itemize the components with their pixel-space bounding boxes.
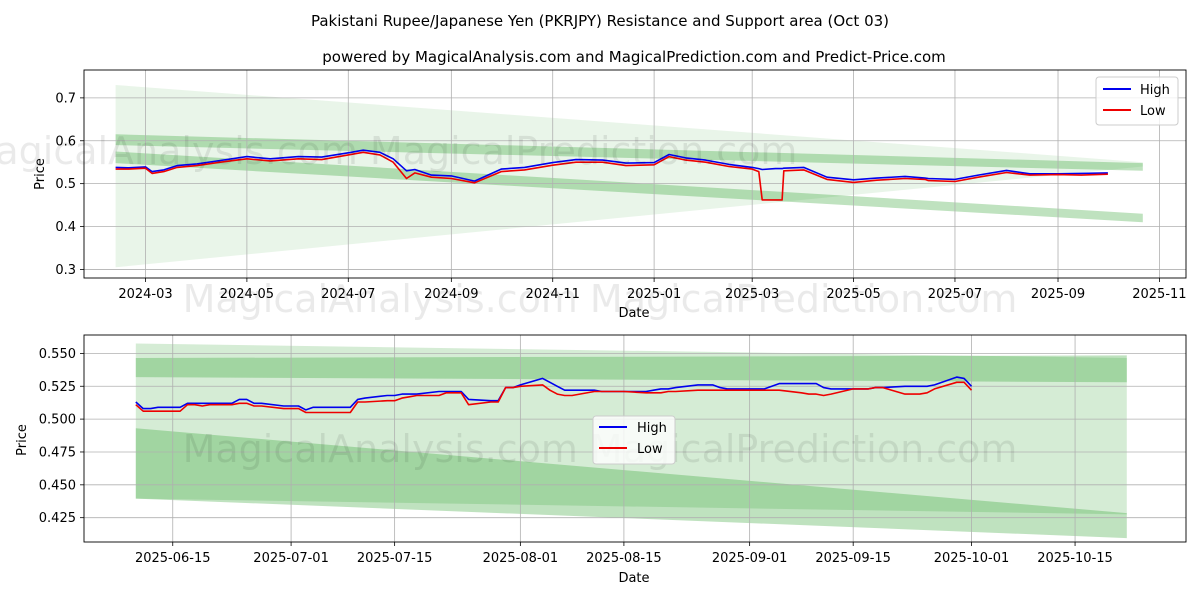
top-x-tick-label: 2024-09 xyxy=(424,287,478,302)
top-x-tick-label: 2025-03 xyxy=(725,287,779,302)
bottom-y-tick-label: 0.425 xyxy=(39,511,76,526)
bottom-y-tick-label: 0.500 xyxy=(39,413,76,428)
bottom-series-low-line xyxy=(135,381,973,414)
bottom-y-tick-label: 0.550 xyxy=(39,347,76,362)
top-y-axis-label: Price xyxy=(33,158,48,190)
bottom-y-axis-label: Price xyxy=(15,424,30,456)
top-y-tick-label: 0.3 xyxy=(55,263,76,278)
bottom-plot-frame xyxy=(83,334,1187,543)
bottom-legend-low-label: Low xyxy=(637,442,663,457)
top-chart-panel: 2024-03 2024-05 2024-07 2024-09 2024-11 2025-… xyxy=(0,69,1187,321)
top-legend-high-label: High xyxy=(1140,83,1170,98)
bottom-legend-high-label: High xyxy=(637,421,667,436)
bottom-x-tick-label: 2025-09-01 xyxy=(712,551,788,566)
bottom-band-1 xyxy=(135,355,1127,383)
top-y-tick-label: 0.7 xyxy=(55,91,76,106)
bottom-y-tick-label: 0.450 xyxy=(39,478,76,493)
top-plot-frame xyxy=(83,69,1187,279)
top-band-0 xyxy=(115,85,1143,268)
chart-subtitle: powered by MagicalAnalysis.com and Magic… xyxy=(322,48,946,66)
top-y-tick-label: 0.6 xyxy=(55,134,76,149)
bottom-x-axis-label: Date xyxy=(618,571,649,586)
bottom-series-high-line xyxy=(135,376,973,411)
top-x-tick-label: 2025-05 xyxy=(826,287,880,302)
top-x-tick-label: 2025-07 xyxy=(928,287,982,302)
top-band-1 xyxy=(115,134,1143,171)
top-x-tick-label: 2024-07 xyxy=(321,287,375,302)
bottom-x-tick-label: 2025-06-15 xyxy=(135,551,211,566)
top-x-tick-label: 2025-11 xyxy=(1132,287,1186,302)
bottom-chart-panel: 2025-06-15 2025-07-01 2025-07-15 2025-08-01… xyxy=(15,334,1187,586)
bottom-x-tick-label: 2025-10-15 xyxy=(1037,551,1113,566)
top-x-tick-label: 2024-05 xyxy=(220,287,274,302)
top-watermark-2: MagicalAnalysis.com MagicalPrediction.co… xyxy=(183,277,1018,321)
bottom-x-tick-label: 2025-07-15 xyxy=(357,551,433,566)
top-x-tick-label: 2025-09 xyxy=(1031,287,1085,302)
bottom-legend: High Low xyxy=(592,415,676,465)
top-x-tick-label: 2025-01 xyxy=(627,287,681,302)
bottom-x-tick-label: 2025-09-15 xyxy=(815,551,891,566)
bottom-x-tick-label: 2025-08-01 xyxy=(483,551,559,566)
top-band-2 xyxy=(115,151,1143,223)
top-watermark-1: MagicalAnalysis.com MagicalPrediction.co… xyxy=(0,129,797,173)
top-legend-low-label: Low xyxy=(1140,104,1166,119)
top-series-high-line xyxy=(115,149,1108,182)
top-x-axis-label: Date xyxy=(618,306,649,321)
top-legend: High Low xyxy=(1095,76,1179,126)
bottom-y-tick-label: 0.475 xyxy=(39,445,76,460)
top-series-low-line xyxy=(115,151,1108,201)
bottom-x-tick-label: 2025-08-15 xyxy=(586,551,662,566)
chart-title: Pakistani Rupee/Japanese Yen (PKRJPY) Re… xyxy=(311,12,889,30)
top-x-tick-label: 2024-11 xyxy=(526,287,580,302)
bottom-x-tick-label: 2025-07-01 xyxy=(253,551,329,566)
top-y-tick-label: 0.4 xyxy=(55,220,76,235)
top-x-tick-label: 2024-03 xyxy=(118,287,172,302)
bottom-y-tick-label: 0.525 xyxy=(39,380,76,395)
bottom-band-2 xyxy=(135,428,1127,539)
bottom-x-tick-label: 2025-10-01 xyxy=(934,551,1010,566)
top-y-tick-label: 0.5 xyxy=(55,177,76,192)
